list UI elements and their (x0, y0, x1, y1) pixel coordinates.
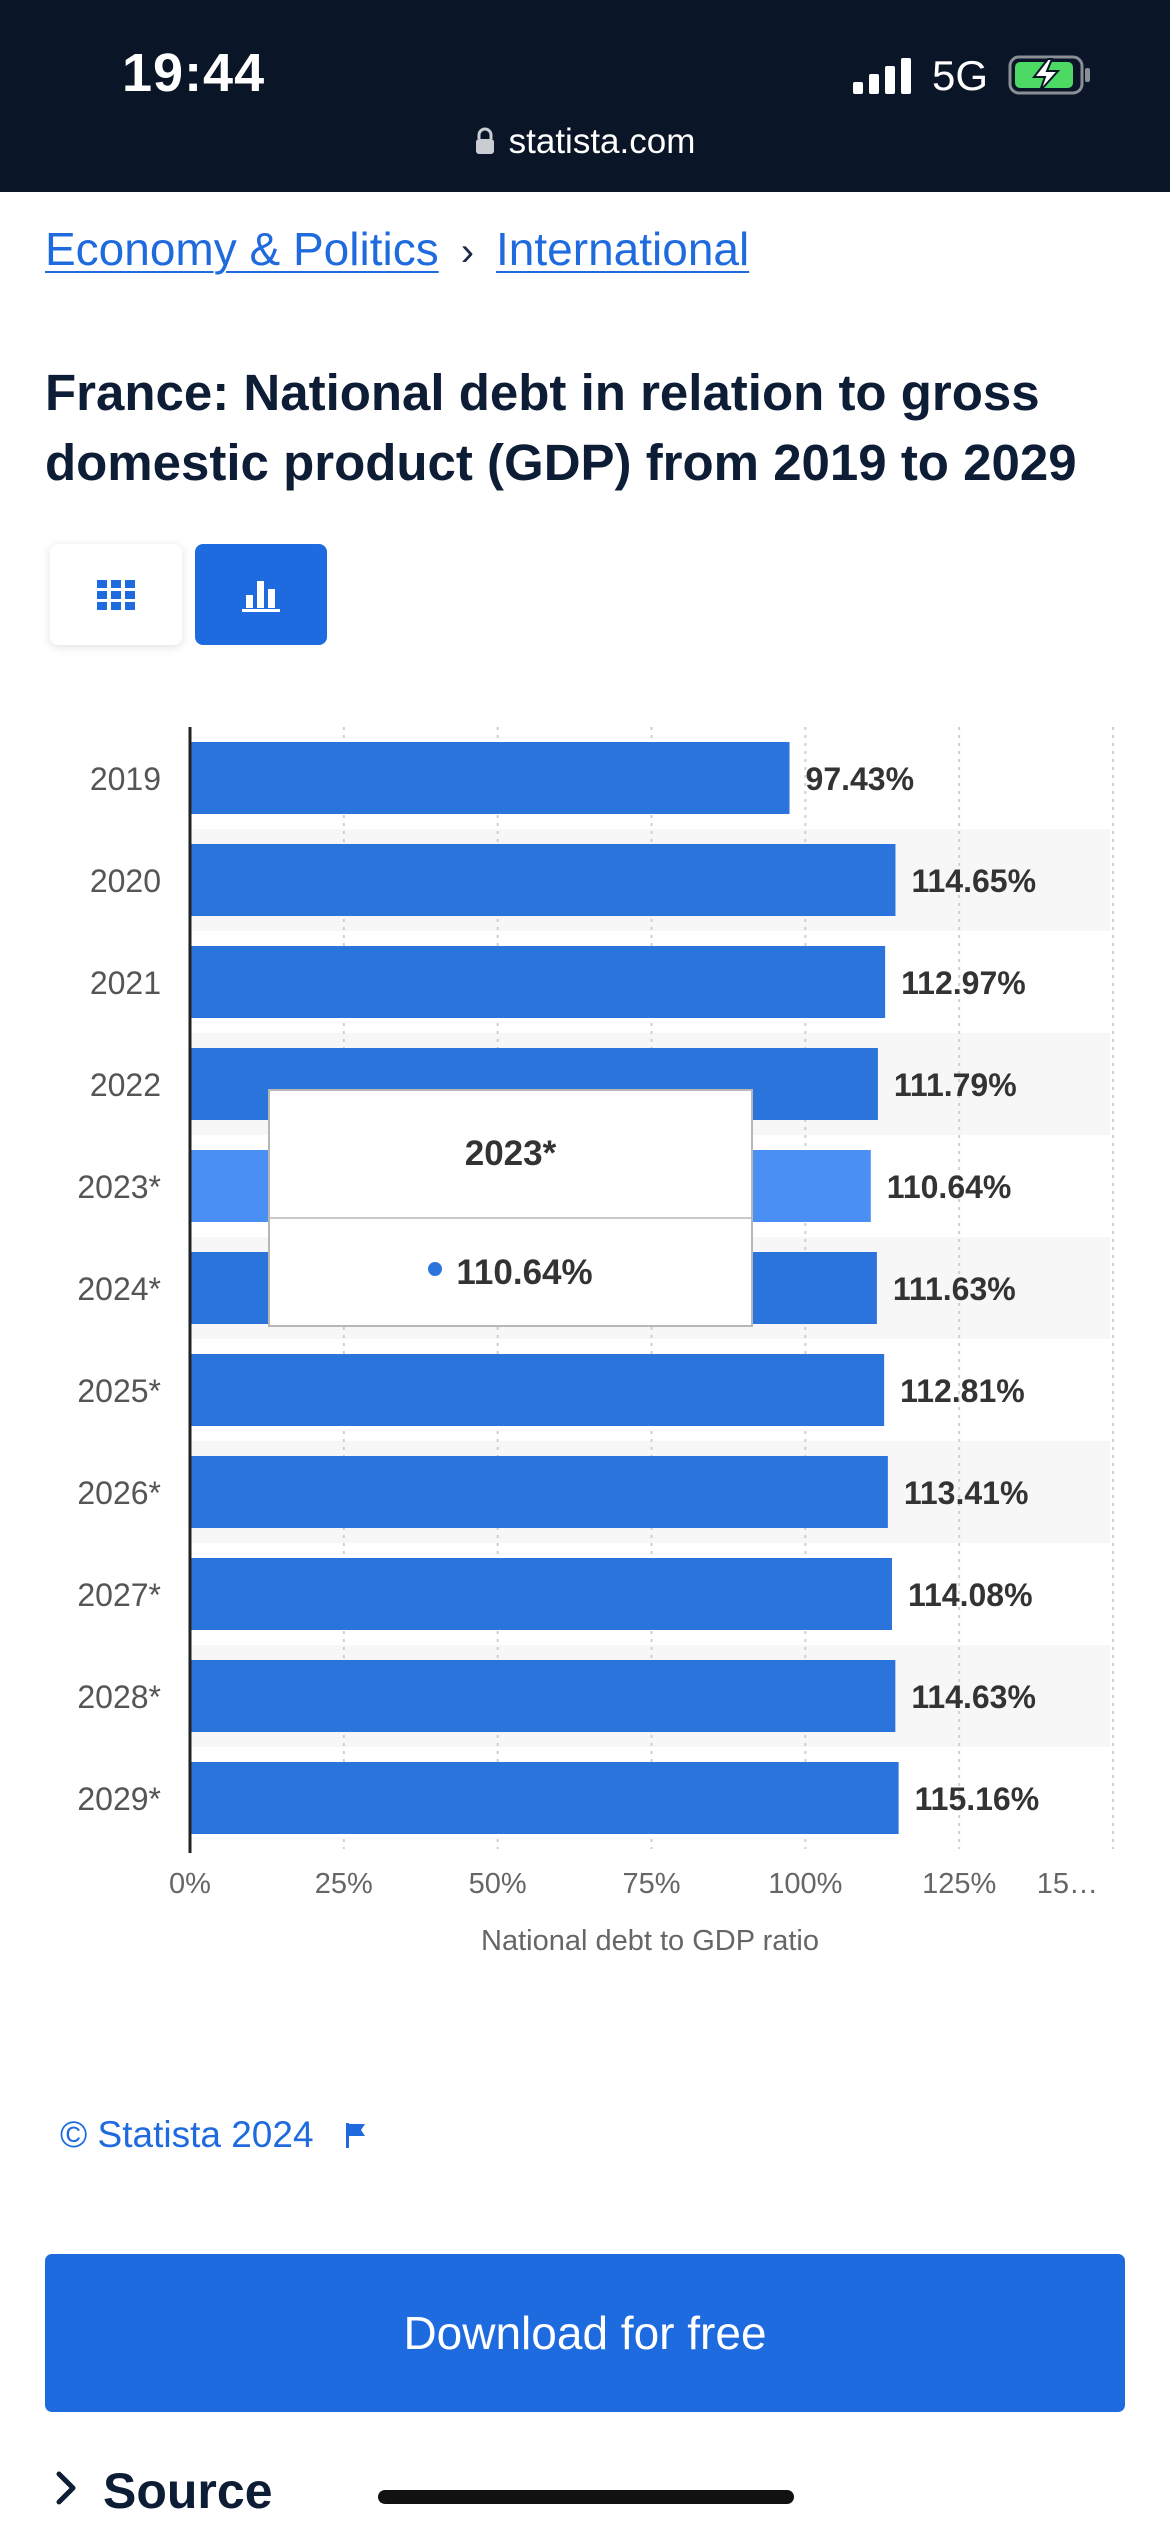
chart-tooltip: 2023* 110.64% (268, 1089, 753, 1327)
value-label: 97.43% (806, 761, 915, 797)
value-label: 114.08% (908, 1577, 1033, 1613)
download-button[interactable]: Download for free (45, 2254, 1125, 2412)
breadcrumb-economy-politics[interactable]: Economy & Politics (45, 223, 439, 275)
value-label: 114.63% (911, 1679, 1036, 1715)
tooltip-body: 110.64% (270, 1219, 751, 1327)
copyright-text: © Statista 2024 (60, 2114, 314, 2155)
bar (190, 1762, 899, 1834)
copyright-link[interactable]: © Statista 2024 (60, 2114, 366, 2156)
status-bar: 19:44 5G statista.com (0, 0, 1170, 192)
bar (190, 1354, 885, 1426)
bar (190, 1660, 896, 1732)
series-dot-icon (428, 1262, 443, 1276)
x-axis-title: National debt to GDP ratio (481, 1925, 819, 1957)
category-label: 2019 (90, 761, 161, 797)
lock-icon (475, 127, 494, 154)
x-tick-label: 25% (315, 1868, 373, 1900)
bar (190, 1456, 888, 1528)
bar (190, 1558, 892, 1630)
category-label: 2025* (77, 1373, 161, 1409)
category-label: 2029* (77, 1781, 161, 1817)
category-label: 2020 (90, 863, 161, 899)
flag-icon[interactable] (344, 2121, 366, 2149)
value-label: 111.79% (894, 1067, 1017, 1103)
value-label: 113.41% (904, 1475, 1029, 1511)
category-label: 2021 (90, 965, 161, 1001)
category-label: 2022 (90, 1067, 161, 1103)
bar (190, 742, 790, 814)
category-label: 2023* (77, 1169, 161, 1205)
value-label: 110.64% (887, 1169, 1012, 1205)
bar-chart: 2019 97.43% 2020 114.65% 2021 112.97% 2022 111.… (0, 720, 1170, 2000)
x-tick-label: 100% (768, 1868, 842, 1900)
status-time: 19:44 (122, 43, 266, 103)
category-label: 2028* (77, 1679, 161, 1715)
x-tick-label: 125% (922, 1868, 996, 1900)
tooltip-value: 110.64% (456, 1253, 593, 1292)
value-label: 112.81% (900, 1373, 1025, 1409)
x-tick-label: 0% (169, 1868, 211, 1900)
home-indicator (378, 2490, 794, 2504)
tooltip-title: 2023* (270, 1091, 751, 1219)
breadcrumb: Economy & Politics › International (45, 222, 749, 276)
value-label: 111.63% (893, 1271, 1016, 1307)
grid-icon (97, 579, 135, 610)
network-type: 5G (932, 52, 989, 99)
chevron-right-icon (56, 2471, 76, 2505)
value-label: 114.65% (911, 863, 1036, 899)
bar-chart-icon (242, 580, 280, 612)
source-label: Source (103, 2463, 273, 2519)
source-toggle[interactable]: Source (55, 2462, 273, 2520)
chart-svg: 2019 97.43% 2020 114.65% 2021 112.97% 2022 111.… (77, 727, 1114, 1957)
category-label: 2027* (77, 1577, 161, 1613)
address-bar[interactable]: statista.com (0, 122, 1170, 162)
x-tick-label: 50% (469, 1868, 527, 1900)
category-label: 2026* (77, 1475, 161, 1511)
value-label: 115.16% (915, 1781, 1040, 1817)
breadcrumb-international[interactable]: International (496, 223, 750, 275)
x-tick-label: 75% (622, 1868, 680, 1900)
bar (190, 946, 886, 1018)
battery-charging-icon (1008, 55, 1090, 95)
table-view-button[interactable] (50, 544, 182, 645)
category-label: 2024* (77, 1271, 161, 1307)
signal-icon (853, 58, 911, 94)
breadcrumb-separator: › (460, 230, 475, 274)
value-label: 112.97% (901, 965, 1026, 1001)
page-title: France: National debt in relation to gro… (45, 364, 1077, 491)
bar (190, 844, 896, 916)
chart-view-button[interactable] (195, 544, 327, 645)
url-text: statista.com (508, 122, 696, 161)
x-tick-label: 15… (1037, 1868, 1098, 1900)
